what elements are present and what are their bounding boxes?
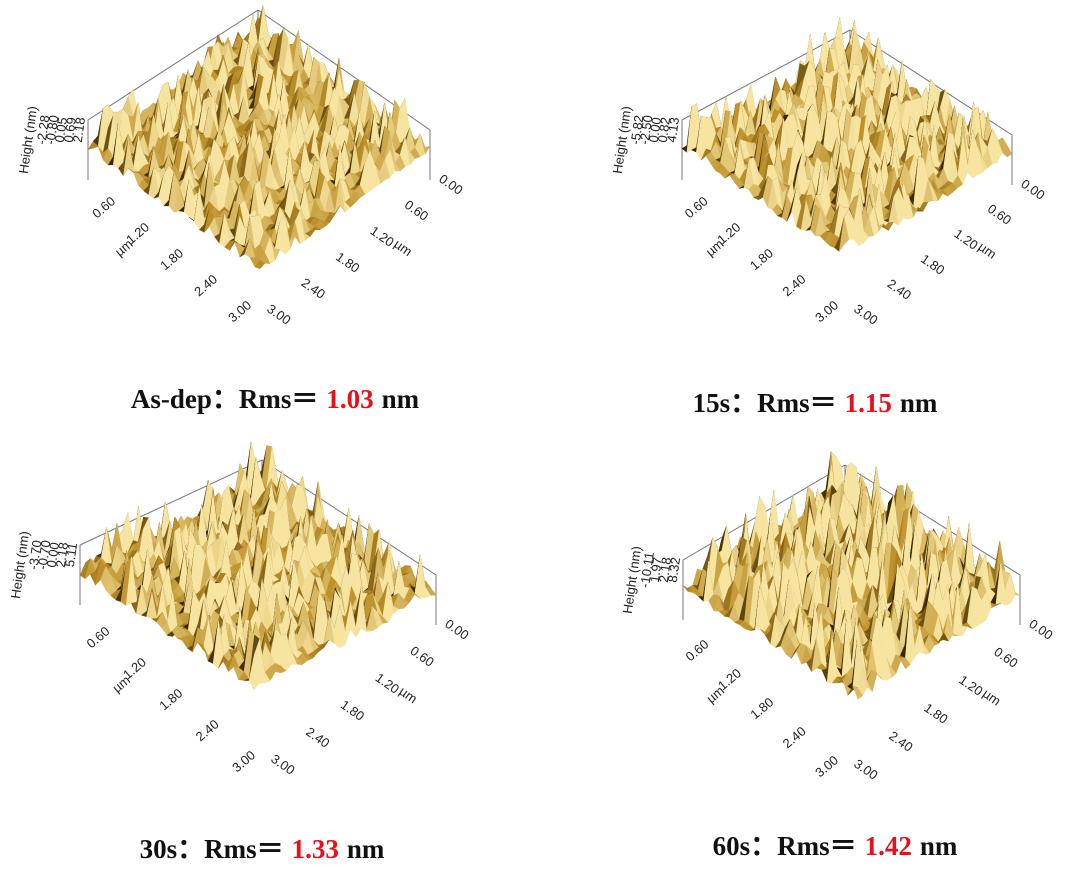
x-tick-label: 1.80 [747, 694, 776, 722]
y-tick-label: 0.00 [1018, 176, 1047, 203]
x-tick-label: 1.80 [156, 685, 185, 713]
caption-sample: 60s：Rms＝ [713, 831, 857, 861]
caption: 15s：Rms＝ 1.15 nm [693, 388, 938, 418]
x-tick-label: 2.40 [191, 271, 220, 299]
y-tick-label: 2.40 [299, 275, 328, 302]
y-tick-label: 0.00 [436, 171, 465, 198]
x-tick-label: 3.00 [812, 297, 841, 325]
x-tick-label: 0.60 [84, 623, 113, 651]
x-tick-label: 0.60 [89, 193, 118, 221]
caption-sample: 15s：Rms＝ [693, 388, 837, 418]
y-tick-label: 2.40 [886, 728, 915, 755]
y-tick-label: 0.00 [1026, 616, 1055, 643]
caption-value: 1.42 [865, 831, 912, 861]
y-tick-label: 0.60 [402, 197, 431, 224]
y-tick-label: 1.80 [333, 249, 362, 276]
surface [682, 17, 1012, 251]
x-tick-label: 3.00 [229, 747, 258, 775]
y-tick-label: 0.60 [985, 201, 1014, 228]
caption-value: 1.15 [845, 388, 892, 418]
x-tick-label: 2.40 [193, 716, 222, 744]
y-tick-label: 0.60 [991, 644, 1020, 671]
y-tick-label: 3.00 [264, 301, 293, 328]
y-tick-label: 2.40 [303, 724, 332, 751]
x-tick-label: 2.40 [780, 723, 809, 751]
x-tick-label: 2.40 [780, 271, 809, 299]
y-tick-label: 2.40 [885, 276, 914, 303]
caption-unit: nm [900, 388, 938, 418]
caption: 60s：Rms＝ 1.42 nm [713, 831, 958, 861]
caption-value: 1.03 [326, 384, 373, 414]
x-tick-label: 1.80 [747, 245, 776, 273]
y-tick-label: 3.00 [851, 756, 880, 783]
surface [683, 452, 1020, 700]
y-tick-label: 3.00 [851, 301, 880, 328]
y-tick-label: 3.00 [268, 751, 297, 778]
y-tick-label: 0.60 [408, 643, 437, 670]
caption-unit: nm [347, 834, 385, 864]
caption-value: 1.33 [292, 834, 339, 864]
y-tick-label: 0.00 [442, 616, 471, 643]
y-tick-label: 1.80 [921, 700, 950, 727]
y-tick-label: 1.80 [918, 251, 947, 278]
x-tick-label: 0.60 [682, 193, 711, 221]
caption-unit: nm [920, 831, 958, 861]
x-tick-label: 1.80 [157, 245, 186, 273]
y-tick-label: 1.80 [338, 697, 367, 724]
caption: As-dep：Rms＝1.03 nm [131, 384, 420, 414]
x-tick-label: 3.00 [225, 297, 254, 325]
caption-sample: As-dep：Rms＝ [131, 384, 319, 414]
x-tick-label: 3.00 [812, 752, 841, 780]
surface [80, 442, 436, 690]
caption: 30s：Rms＝ 1.33 nm [140, 834, 385, 864]
caption-unit: nm [382, 384, 420, 414]
x-tick-label: 0.60 [683, 636, 712, 664]
figure: 0.601.201.802.403.00µm0.000.601.201.802.… [0, 0, 1072, 869]
caption-sample: 30s：Rms＝ [140, 834, 284, 864]
